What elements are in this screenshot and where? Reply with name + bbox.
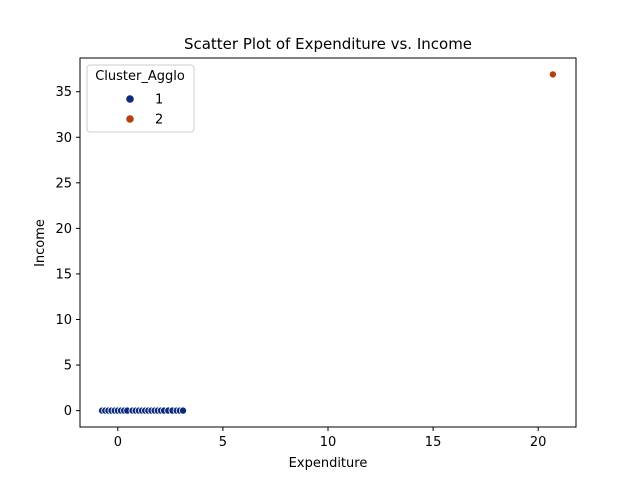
y-tick-label: 0: [64, 404, 72, 419]
y-axis-label: Income: [33, 219, 48, 267]
chart-title: Scatter Plot of Expenditure vs. Income: [184, 35, 472, 53]
legend-marker-cluster-2: [125, 114, 135, 124]
y-tick-label: 30: [55, 131, 72, 146]
x-axis-ticks: 0 5 10 15 20: [114, 427, 547, 450]
legend-label-cluster-2: 2: [155, 113, 163, 128]
y-tick-label: 5: [64, 359, 72, 374]
scatter-point-cluster-2: [548, 70, 557, 79]
y-tick-label: 20: [55, 222, 72, 237]
legend-marker-cluster-1: [125, 94, 135, 104]
x-tick-label: 5: [219, 435, 227, 450]
y-tick-label: 25: [55, 176, 72, 191]
legend: Cluster_Agglo 12: [86, 64, 195, 133]
y-tick-label: 35: [55, 85, 72, 100]
y-axis-ticks: 0 5 10 15 20 25 30 35: [55, 85, 80, 419]
scatter-point-cluster-1: [178, 406, 187, 415]
legend-box: [86, 64, 195, 133]
y-tick-label: 10: [55, 313, 72, 328]
x-tick-label: 0: [114, 435, 122, 450]
data-points: [98, 70, 557, 415]
x-tick-label: 10: [320, 435, 337, 450]
y-tick-label: 15: [55, 267, 72, 282]
x-axis-label: Expenditure: [289, 456, 368, 471]
x-tick-label: 15: [425, 435, 442, 450]
legend-entries: 12: [125, 93, 163, 128]
legend-label-cluster-1: 1: [155, 93, 163, 108]
x-tick-label: 20: [530, 435, 547, 450]
legend-title: Cluster_Agglo: [95, 69, 185, 84]
